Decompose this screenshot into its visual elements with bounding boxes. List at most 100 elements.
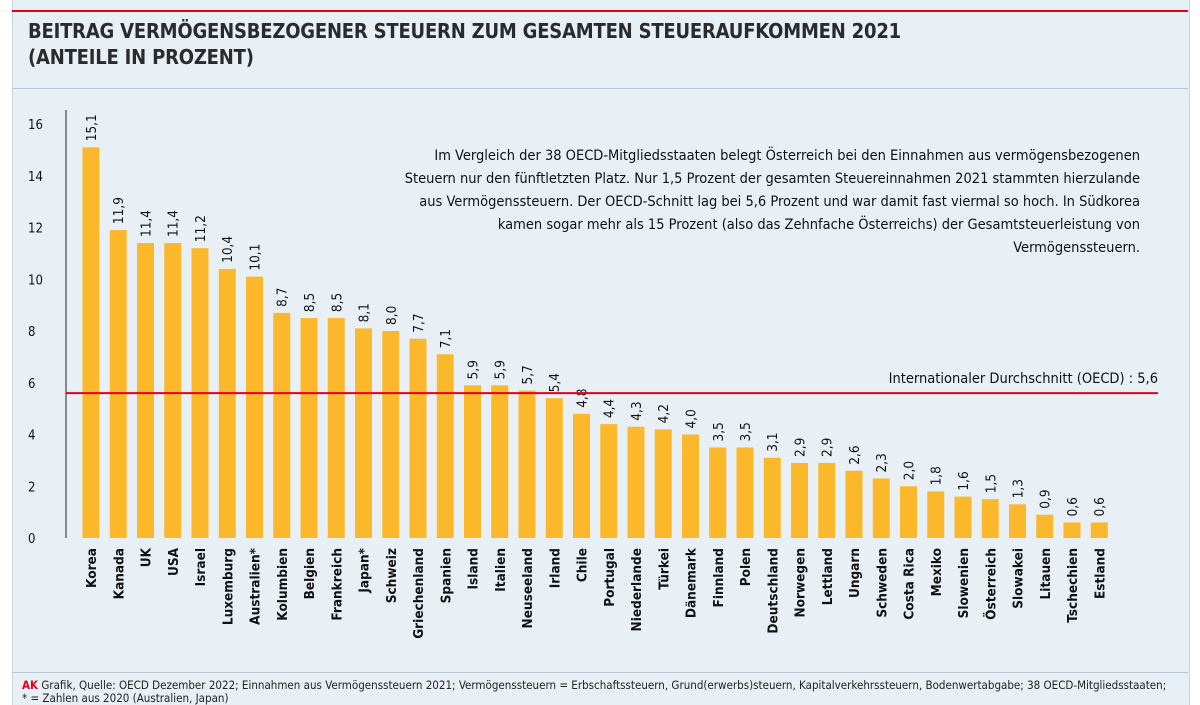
chart-annotation: Im Vergleich der 38 OECD-Mitgliedsstaate… [404,148,1140,256]
bar [246,276,263,538]
bar [300,318,318,538]
bar [573,413,590,538]
x-category-label: Mexiko [929,548,945,596]
bar [109,230,127,538]
bar-value-label: 0,6 [1092,497,1108,516]
bar [709,447,727,538]
bar [845,470,863,538]
bar-value-label: 7,1 [438,329,454,348]
bar-value-label: 5,9 [466,360,482,379]
x-category-label: Schweden [874,548,890,618]
y-tick-label: 12 [28,222,43,237]
bar [981,499,999,538]
bar [1063,522,1081,538]
bar [491,385,509,538]
chart-title-line2: (ANTEILE IN PROZENT) [28,45,254,69]
y-tick-label: 0 [28,532,35,547]
x-category-label: Belgien [302,548,318,599]
bar [818,462,836,538]
bar-value-label: 8,0 [384,306,400,325]
bar [273,312,291,538]
bar-value-label: 8,5 [302,293,318,312]
title-divider [12,88,1188,89]
bar [409,338,427,538]
bar [382,331,400,538]
y-tick-label: 2 [28,480,35,495]
x-category-label: Polen [738,548,754,586]
x-category-label: Niederlande [629,548,645,631]
bar-value-label: 2,9 [793,438,809,457]
bar-value-label: 11,9 [111,197,127,224]
bar [872,478,890,538]
bar-value-label: 4,3 [629,401,645,420]
bar-value-label: 10,1 [248,244,264,271]
bar [436,354,454,538]
bar [763,457,781,538]
x-category-label: Finnland [711,548,727,607]
chart-title: BEITRAG VERMÖGENSBEZOGENER STEUERN ZUM G… [28,18,1028,70]
y-tick-label: 6 [28,377,35,392]
x-category-label: Kolumbien [275,548,291,621]
bar [627,426,645,538]
bar-value-label: 11,2 [193,215,209,242]
bar [1009,504,1026,538]
bar [355,328,372,538]
bar-value-label: 1,3 [1011,479,1027,498]
oecd-average-label: Internationaler Durchschnitt (OECD) : 5,… [889,371,1158,387]
x-category-label: Litauen [1038,548,1054,599]
x-category-label: Spanien [438,548,454,603]
x-category-label: USA [166,547,182,576]
bar-value-label: 2,9 [820,438,836,457]
x-category-label: Chile [575,548,591,582]
x-category-label: Ungarn [847,548,863,598]
x-category-label: Costa Rica [902,548,918,620]
y-tick-label: 16 [28,118,43,133]
bar [82,147,100,538]
y-tick-label: 10 [28,273,43,288]
bar-value-label: 3,5 [711,422,727,441]
bar [518,390,536,538]
bar [137,243,154,538]
bar-value-label: 8,5 [329,293,345,312]
x-category-label: Slowakei [1011,548,1027,609]
bar-value-label: 10,4 [220,236,236,263]
bar [327,318,345,538]
x-category-label: Griechenland [411,548,427,639]
x-category-label: Estland [1092,548,1108,599]
x-category-label: Irland [547,548,563,588]
bar-value-label: 1,8 [929,466,945,485]
bar-value-label: 8,7 [275,288,291,307]
x-category-label: Deutschland [765,548,781,634]
bar-value-label: 11,4 [166,210,182,237]
bar-value-label: 4,4 [602,399,618,419]
x-category-label-highlight: Österreich [981,548,999,620]
bar [218,268,236,538]
footer-source-text: Grafik, Quelle: OECD Dezember 2022; Einn… [22,678,1167,705]
x-category-label: Israel [193,548,209,586]
bar-value-label: 11,4 [139,210,155,237]
bar-value-label: 2,3 [874,453,890,472]
bar-value-label: 4,2 [656,404,672,423]
bar-value-label: 0,9 [1038,489,1054,508]
footer-brand: AK [22,678,39,692]
bar-value-label: 7,7 [411,313,427,332]
bar [736,447,754,538]
x-category-label: Portugal [602,548,618,607]
bar-value-label: 1,5 [983,474,999,493]
x-category-label: Slowenien [956,548,972,618]
bar-value-label: 3,5 [738,422,754,441]
bar-value-label: 2,6 [847,445,863,464]
bar [1090,522,1108,538]
x-category-label: Norwegen [793,548,809,618]
bar [654,429,672,538]
bar [954,496,972,538]
x-category-label: Lettland [820,548,836,605]
source-footer: AK Grafik, Quelle: OECD Dezember 2022; E… [22,679,1172,705]
bar [682,434,699,538]
footer-divider [12,672,1188,673]
y-tick-label: 8 [28,325,35,340]
x-category-label: UK [139,547,155,567]
x-category-label: Luxemburg [220,548,236,625]
y-tick-label: 4 [28,429,35,444]
